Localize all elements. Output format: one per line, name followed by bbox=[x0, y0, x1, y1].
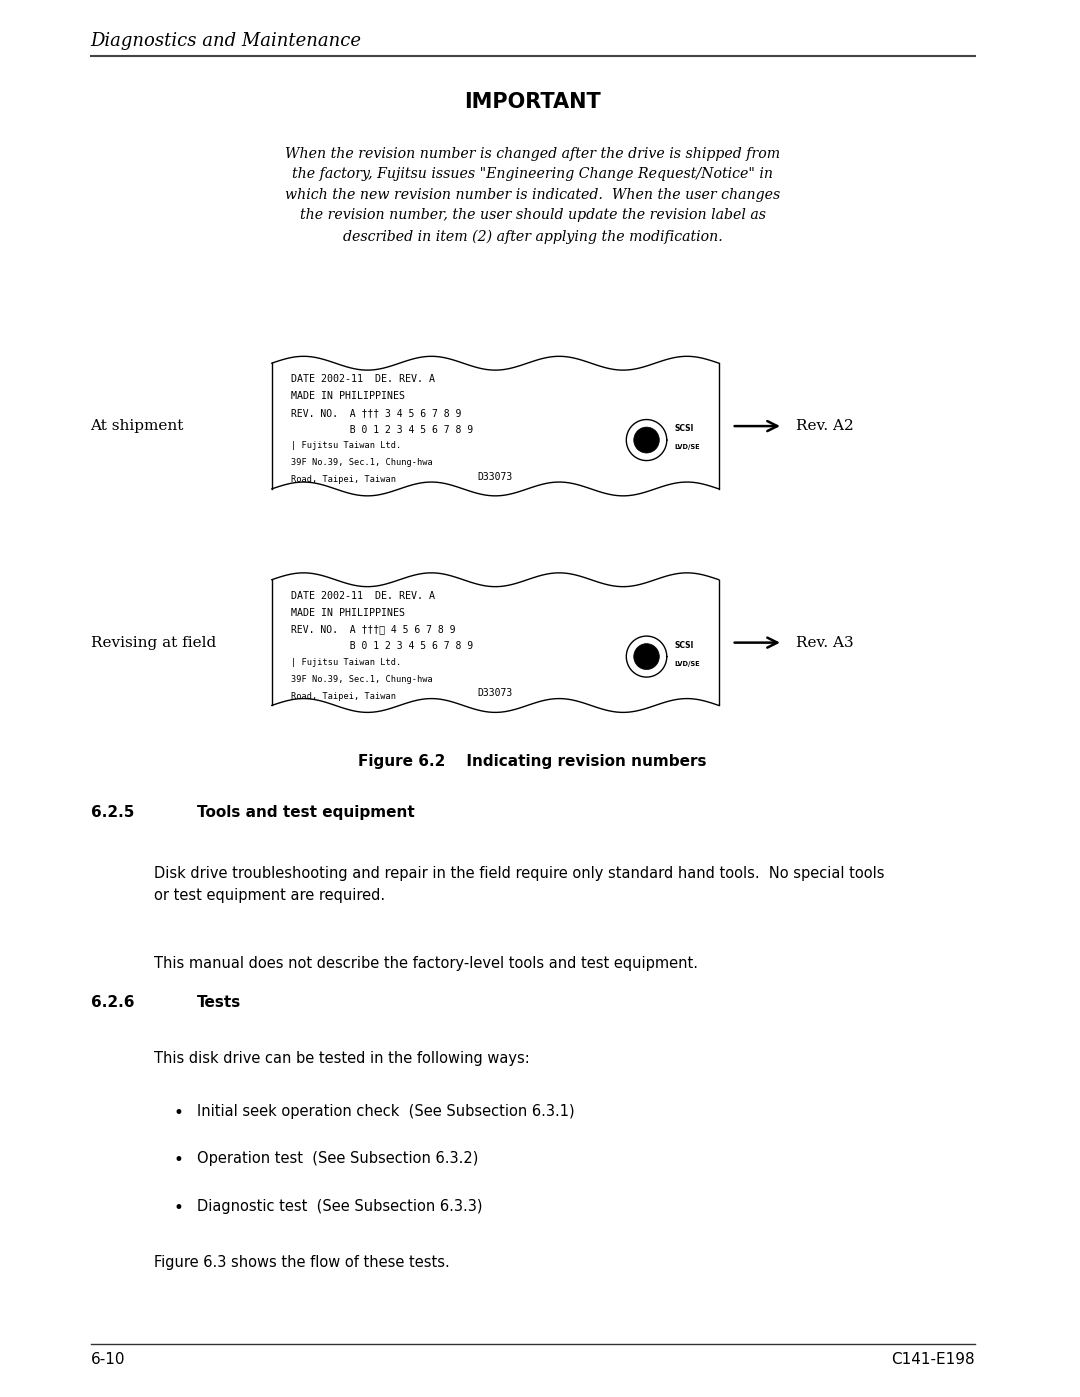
Text: | Fujitsu Taiwan Ltd.: | Fujitsu Taiwan Ltd. bbox=[291, 658, 401, 666]
Text: D33073: D33073 bbox=[477, 689, 513, 698]
Text: SCSI: SCSI bbox=[674, 425, 693, 433]
Text: LVD/SE: LVD/SE bbox=[674, 661, 700, 666]
Text: Diagnostics and Maintenance: Diagnostics and Maintenance bbox=[91, 32, 362, 50]
Text: 39F No.39, Sec.1, Chung-hwa: 39F No.39, Sec.1, Chung-hwa bbox=[291, 675, 432, 683]
Text: REV. NO.  A ††† 3 4 5 6 7 8 9: REV. NO. A ††† 3 4 5 6 7 8 9 bbox=[291, 408, 461, 418]
Text: 6.2.6: 6.2.6 bbox=[91, 995, 134, 1010]
Text: IMPORTANT: IMPORTANT bbox=[464, 92, 600, 112]
Text: MADE IN PHILIPPINES: MADE IN PHILIPPINES bbox=[291, 391, 405, 401]
Text: Tools and test equipment: Tools and test equipment bbox=[197, 805, 415, 820]
Text: Rev. A2: Rev. A2 bbox=[796, 419, 853, 433]
Text: Diagnostic test  (See Subsection 6.3.3): Diagnostic test (See Subsection 6.3.3) bbox=[197, 1199, 483, 1214]
Text: •: • bbox=[174, 1199, 184, 1217]
Text: At shipment: At shipment bbox=[91, 419, 184, 433]
Text: D33073: D33073 bbox=[477, 472, 513, 482]
Text: DATE 2002-11  DE. REV. A: DATE 2002-11 DE. REV. A bbox=[291, 591, 435, 601]
Text: B 0 1 2 3 4 5 6 7 8 9: B 0 1 2 3 4 5 6 7 8 9 bbox=[291, 641, 473, 651]
Text: Road, Taipei, Taiwan: Road, Taipei, Taiwan bbox=[291, 692, 395, 700]
Text: LVD/SE: LVD/SE bbox=[674, 444, 700, 450]
Ellipse shape bbox=[634, 427, 659, 453]
Text: •: • bbox=[174, 1151, 184, 1169]
Text: 6.2.5: 6.2.5 bbox=[91, 805, 134, 820]
Text: This manual does not describe the factory-level tools and test equipment.: This manual does not describe the factor… bbox=[154, 956, 699, 971]
Text: B 0 1 2 3 4 5 6 7 8 9: B 0 1 2 3 4 5 6 7 8 9 bbox=[291, 425, 473, 434]
Text: This disk drive can be tested in the following ways:: This disk drive can be tested in the fol… bbox=[154, 1051, 530, 1066]
Text: 6-10: 6-10 bbox=[91, 1352, 125, 1368]
Text: Figure 6.2    Indicating revision numbers: Figure 6.2 Indicating revision numbers bbox=[359, 754, 706, 770]
Text: DATE 2002-11  DE. REV. A: DATE 2002-11 DE. REV. A bbox=[291, 374, 435, 384]
Text: C141-E198: C141-E198 bbox=[891, 1352, 974, 1368]
Text: Disk drive troubleshooting and repair in the field require only standard hand to: Disk drive troubleshooting and repair in… bbox=[154, 866, 885, 902]
Text: Rev. A3: Rev. A3 bbox=[796, 636, 853, 650]
Text: SCSI: SCSI bbox=[674, 641, 693, 650]
Text: 39F No.39, Sec.1, Chung-hwa: 39F No.39, Sec.1, Chung-hwa bbox=[291, 458, 432, 467]
Text: | Fujitsu Taiwan Ltd.: | Fujitsu Taiwan Ltd. bbox=[291, 441, 401, 450]
Text: Tests: Tests bbox=[197, 995, 241, 1010]
Text: Road, Taipei, Taiwan: Road, Taipei, Taiwan bbox=[291, 475, 395, 483]
Ellipse shape bbox=[634, 644, 659, 669]
Text: MADE IN PHILIPPINES: MADE IN PHILIPPINES bbox=[291, 608, 405, 617]
Text: •: • bbox=[174, 1104, 184, 1122]
Text: When the revision number is changed after the drive is shipped from
the factory,: When the revision number is changed afte… bbox=[285, 147, 780, 243]
Text: Revising at field: Revising at field bbox=[91, 636, 216, 650]
Text: Figure 6.3 shows the flow of these tests.: Figure 6.3 shows the flow of these tests… bbox=[154, 1255, 450, 1270]
Text: Operation test  (See Subsection 6.3.2): Operation test (See Subsection 6.3.2) bbox=[197, 1151, 478, 1166]
Text: Initial seek operation check  (See Subsection 6.3.1): Initial seek operation check (See Subsec… bbox=[197, 1104, 575, 1119]
Text: REV. NO.  A †††Ⓒ 4 5 6 7 8 9: REV. NO. A †††Ⓒ 4 5 6 7 8 9 bbox=[291, 624, 456, 634]
